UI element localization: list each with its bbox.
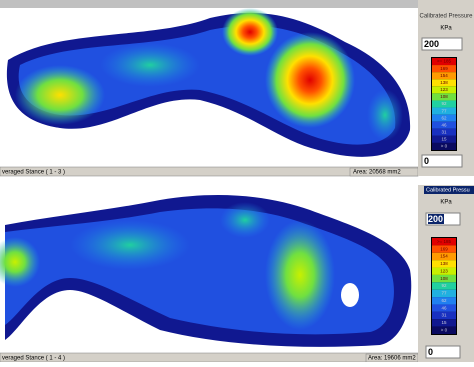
legend-label: 108 <box>440 276 448 281</box>
legend-swatch <box>432 107 456 115</box>
legend-swatch <box>432 245 456 253</box>
legend-swatch <box>432 114 456 122</box>
pressure-blob <box>0 237 40 287</box>
legend-label: 138 <box>440 261 448 266</box>
unit-label: KPa <box>440 200 452 206</box>
legend-label: 92 <box>441 283 447 288</box>
legend-title: Calibrated Pressure <box>419 14 473 20</box>
legend-swatch <box>432 128 456 136</box>
legend-label: 108 <box>440 94 448 99</box>
legend-label: 169 <box>440 66 448 71</box>
selection <box>428 214 444 224</box>
legend-label: 77 <box>441 291 447 296</box>
pressure-blob <box>265 32 355 128</box>
legend-swatch <box>432 65 456 73</box>
min-input[interactable] <box>425 345 461 359</box>
legend-swatch <box>432 93 456 101</box>
legend-swatch <box>432 135 456 143</box>
legend-label: 31 <box>441 313 447 318</box>
legend-swatch <box>432 58 456 66</box>
legend-swatch <box>432 311 456 320</box>
legend: >= 185 169 154 138 123 108 92 77 62 46 31 15 > 0 <box>431 57 457 151</box>
legend-swatch <box>432 121 456 129</box>
legend-label: 123 <box>440 87 448 92</box>
legend-swatch <box>432 252 456 261</box>
legend-label: 15 <box>441 137 447 142</box>
legend-label: 123 <box>440 268 448 273</box>
max-value: 200 <box>428 214 443 224</box>
legend-label: 46 <box>441 122 447 127</box>
legend-label: 31 <box>441 129 447 134</box>
legend-swatch <box>432 304 456 312</box>
pressure-blob <box>222 8 278 56</box>
legend-label: 15 <box>441 320 447 325</box>
unit-label: KPa <box>440 26 452 32</box>
legend-label: 62 <box>441 115 447 120</box>
legend-swatch <box>432 86 456 94</box>
legend-label: 138 <box>440 80 448 85</box>
legend-swatch <box>432 72 456 80</box>
bottom-panel: veraged Stance ( 1 - 4 ) Area: 19606 mm2… <box>0 185 474 363</box>
legend-swatch <box>432 238 456 246</box>
legend-label: > 0 <box>441 144 448 149</box>
legend-label: 92 <box>441 101 447 106</box>
max-input[interactable] <box>421 37 463 51</box>
legend-swatch <box>432 267 456 275</box>
map-hole <box>341 283 359 307</box>
legend-label: 154 <box>440 73 448 78</box>
legend-swatch <box>432 142 456 150</box>
legend-label: 169 <box>440 246 448 251</box>
legend-swatch <box>432 289 456 298</box>
legend-label: 46 <box>441 305 447 310</box>
legend-swatch <box>432 100 456 108</box>
pressure-blob <box>220 202 270 238</box>
legend-label: 154 <box>440 254 448 259</box>
legend-swatch <box>432 297 456 305</box>
max-value: 200 <box>424 39 439 49</box>
legend-swatch <box>432 260 456 268</box>
legend-label: >= 185 <box>437 239 452 244</box>
legend: >= 185 169 154 138 123 108 92 77 62 46 31 15 > 0 <box>431 237 457 335</box>
legend-label: > 0 <box>441 327 448 332</box>
pressure-blob <box>367 89 403 141</box>
min-input[interactable] <box>421 154 463 168</box>
legend-label: 62 <box>441 298 447 303</box>
status-text: veraged Stance ( 1 - 3 ) <box>2 170 65 176</box>
legend-swatch <box>432 282 456 290</box>
legend-swatch <box>432 326 456 334</box>
top-panel: veraged Stance ( 1 - 3 ) Area: 20568 mm2… <box>0 0 474 177</box>
status-text: veraged Stance ( 1 - 4 ) <box>2 356 65 362</box>
legend-title-bar <box>424 186 474 194</box>
area-text: Area: 19606 mm2 <box>368 356 416 362</box>
legend-label: >= 185 <box>437 59 452 64</box>
legend-title: Calibrated Pressu <box>426 187 470 193</box>
pressure-blob <box>100 43 200 87</box>
pressure-blob <box>265 220 335 330</box>
map-frame <box>0 0 418 8</box>
legend-swatch <box>432 274 456 283</box>
pressure-blob <box>15 65 105 125</box>
min-value: 0 <box>428 347 433 357</box>
legend-swatch <box>432 319 456 327</box>
area-text: Area: 20568 mm2 <box>353 170 401 176</box>
legend-swatch <box>432 79 456 87</box>
legend-label: 77 <box>441 108 447 113</box>
min-value: 0 <box>424 156 429 166</box>
pressure-blob <box>70 220 190 270</box>
